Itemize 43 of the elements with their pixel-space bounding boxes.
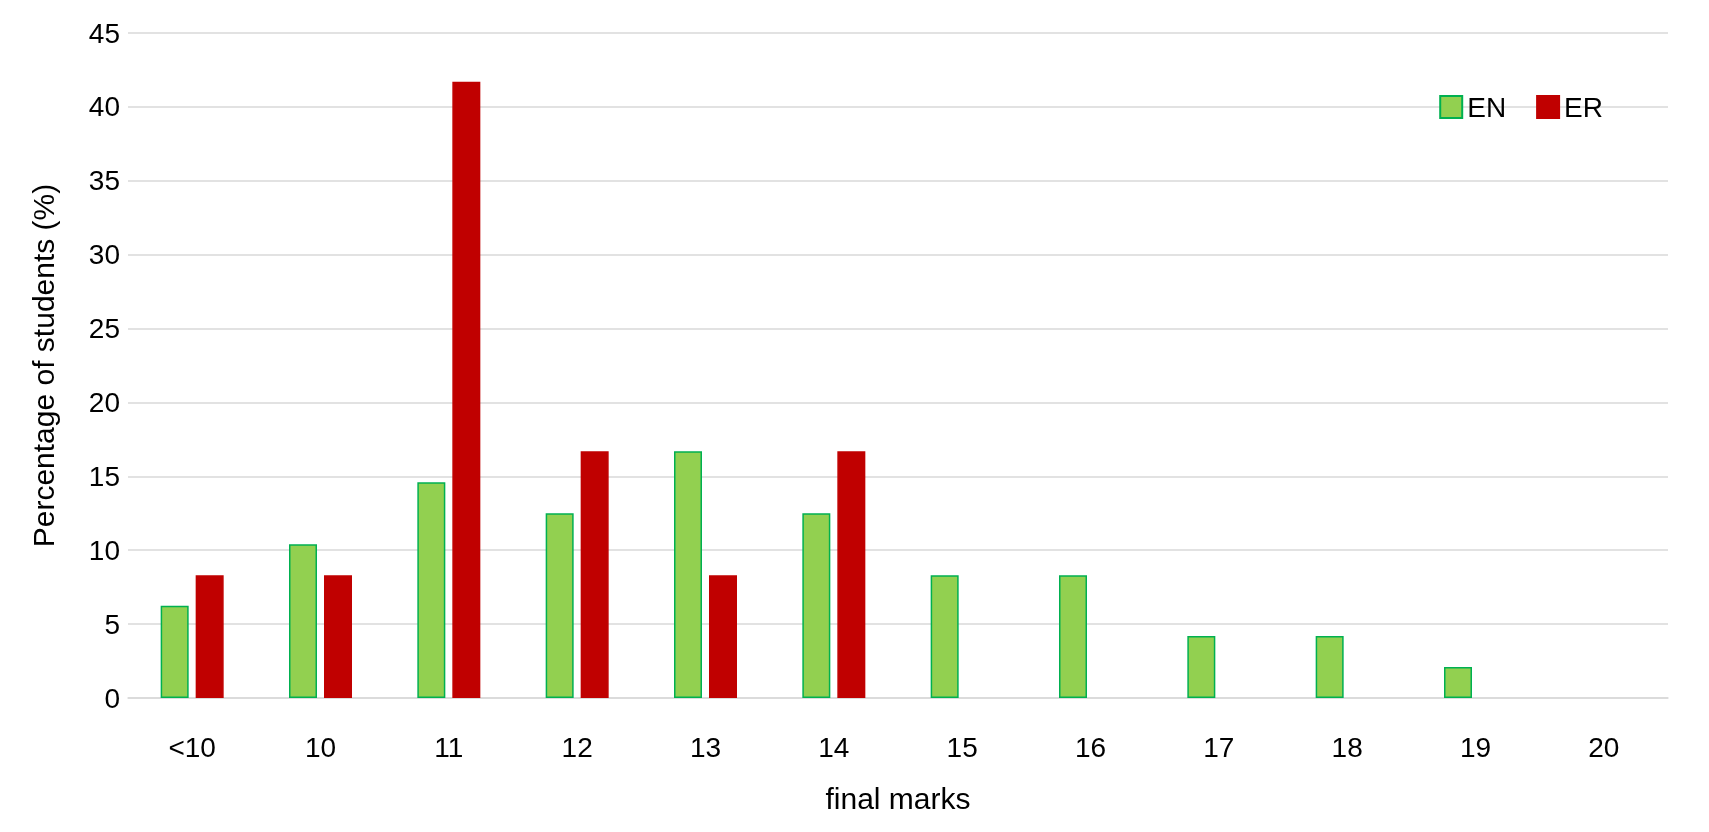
y-axis-title: Percentage of students (%) [26,183,60,548]
x-tick-label: 20 [1588,731,1620,763]
bar [1315,635,1344,698]
bar [417,482,446,698]
bar [930,575,959,698]
bar [674,451,702,698]
x-tick-label: 15 [946,731,978,763]
bar [1187,635,1216,698]
bar [837,451,866,698]
bar [709,575,737,698]
bar [1059,575,1087,698]
x-tick-label: 12 [561,731,593,763]
x-tick-label: 19 [1459,731,1492,763]
x-tick-label: 13 [689,731,722,763]
bar [289,544,317,698]
bar [324,575,352,698]
bar [160,605,189,698]
bar [452,81,481,698]
legend-label: ER [1564,91,1604,123]
x-tick-label: 18 [1331,731,1363,763]
y-tick-label: 0 [104,682,120,714]
y-tick-label: 15 [88,460,120,492]
y-tick-label: 20 [88,386,120,418]
y-tick-label: 25 [88,313,120,345]
legend-label: EN [1467,91,1507,123]
x-tick-label: 16 [1074,731,1107,763]
y-tick-label: 40 [88,91,120,123]
bar [802,513,831,698]
x-axis-title: final marks [825,781,971,815]
x-tick-label: <10 [168,731,216,763]
bar [545,513,574,698]
bar [1444,666,1472,698]
y-tick-label: 45 [88,17,120,49]
bar [580,451,609,698]
y-tick-label: 10 [88,534,120,566]
x-tick-label: 14 [818,731,850,763]
x-tick-label: 17 [1203,731,1235,763]
x-tick-label: 10 [304,731,337,763]
y-tick-label: 5 [104,608,120,640]
y-tick-label: 30 [88,239,120,271]
y-tick-label: 35 [88,165,120,197]
x-tick-label: 11 [434,731,464,763]
bar [195,575,224,698]
